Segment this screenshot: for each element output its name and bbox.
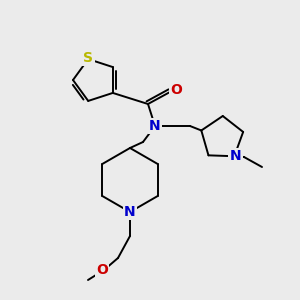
Text: N: N (124, 205, 136, 219)
Text: N: N (230, 149, 241, 163)
Text: N: N (149, 119, 161, 133)
Text: O: O (170, 83, 182, 97)
Text: S: S (83, 51, 93, 65)
Text: O: O (96, 263, 108, 277)
